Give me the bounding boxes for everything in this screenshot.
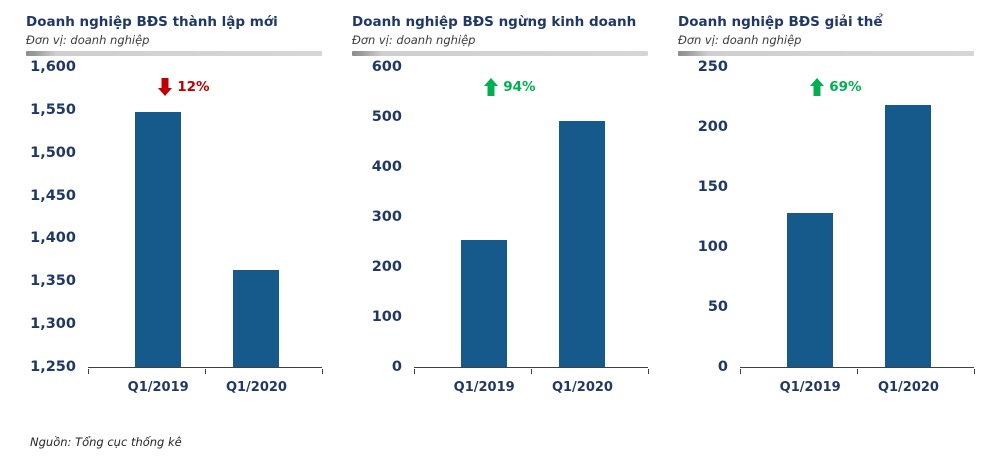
up-arrow-icon <box>810 78 825 96</box>
y-tick-label: 1,300 <box>30 316 76 333</box>
bar-q1-2019 <box>135 111 182 367</box>
plot: 1,600 1,550 1,500 1,450 1,400 1,350 1,300 1,250… <box>26 59 323 402</box>
y-tick-label: 100 <box>697 239 728 255</box>
x-axis-tick <box>322 369 323 374</box>
x-axis-tick <box>740 369 741 374</box>
x-category-label: Q1/2020 <box>877 380 939 395</box>
y-tick-label: 1,550 <box>30 101 76 118</box>
y-tick-label: 1,400 <box>30 230 76 247</box>
x-axis-tick <box>88 369 89 374</box>
charts-row: Doanh nghiệp BĐS thành lập mới Đơn vị: d… <box>26 14 975 402</box>
chart-subtitle: Đơn vị: doanh nghiệp <box>26 33 150 47</box>
y-tick-label: 1,450 <box>30 187 76 204</box>
y-tick-label: 200 <box>371 259 402 275</box>
y-tick-label: 50 <box>707 299 728 315</box>
y-axis: 1,600 1,550 1,500 1,450 1,400 1,350 1,300 1,250 <box>26 59 88 375</box>
change-annotation: 12% <box>158 78 210 96</box>
title-divider <box>352 51 648 56</box>
plot-canvas: 12% Q1/2019 Q1/2020 <box>88 68 323 395</box>
bar-q1-2020 <box>885 105 932 367</box>
chart-title: Doanh nghiệp BĐS thành lập mới <box>26 14 278 30</box>
title-divider <box>26 51 322 56</box>
change-label: 12% <box>177 79 210 95</box>
x-category-label: Q1/2020 <box>551 380 613 395</box>
x-axis-tick <box>531 369 532 374</box>
change-annotation: 94% <box>484 78 536 96</box>
plot: 600 500 400 300 200 100 0 94% Q1/2019 Q1/2020 <box>352 59 649 402</box>
y-tick-label: 250 <box>697 59 728 75</box>
y-tick-label: 500 <box>371 109 402 125</box>
x-axis-tick <box>974 369 975 374</box>
change-annotation: 69% <box>810 78 862 96</box>
chart-title: Doanh nghiệp BĐS giải thể <box>678 14 883 30</box>
y-tick-label: 1,500 <box>30 144 76 161</box>
up-arrow-icon <box>484 78 499 96</box>
y-tick-label: 0 <box>717 359 728 375</box>
chart-subtitle: Đơn vị: doanh nghiệp <box>678 33 802 47</box>
x-axis-tick <box>205 369 206 374</box>
title-divider <box>678 51 974 56</box>
y-axis: 250 200 150 100 50 0 <box>678 59 740 375</box>
change-label: 69% <box>829 79 862 95</box>
y-tick-label: 100 <box>371 309 402 325</box>
chart-dissolved: Doanh nghiệp BĐS giải thể Đơn vị: doanh … <box>678 14 975 402</box>
source-note: Nguồn: Tổng cục thống kê <box>30 435 182 449</box>
x-axis-tick <box>414 369 415 374</box>
bar-q1-2019 <box>461 239 508 367</box>
x-category-label: Q1/2020 <box>225 380 287 395</box>
plot-canvas: 69% Q1/2019 Q1/2020 <box>740 68 975 395</box>
x-axis-tick <box>857 369 858 374</box>
chart-newly-established: Doanh nghiệp BĐS thành lập mới Đơn vị: d… <box>26 14 323 402</box>
chart-title: Doanh nghiệp BĐS ngừng kinh doanh <box>352 14 637 30</box>
plot-canvas: 94% Q1/2019 Q1/2020 <box>414 68 649 395</box>
x-category-label: Q1/2019 <box>453 380 515 395</box>
change-label: 94% <box>503 79 536 95</box>
y-tick-label: 600 <box>371 59 402 75</box>
bar-q1-2020 <box>559 120 606 367</box>
x-category-label: Q1/2019 <box>779 380 841 395</box>
y-axis: 600 500 400 300 200 100 0 <box>352 59 414 375</box>
y-tick-label: 300 <box>371 209 402 225</box>
y-tick-label: 1,350 <box>30 273 76 290</box>
plot: 250 200 150 100 50 0 69% Q1/2019 Q1/2020 <box>678 59 975 402</box>
x-category-label: Q1/2019 <box>127 380 189 395</box>
y-tick-label: 400 <box>371 159 402 175</box>
bar-q1-2020 <box>233 270 280 367</box>
chart-subtitle: Đơn vị: doanh nghiệp <box>352 33 476 47</box>
y-tick-label: 1,250 <box>30 359 76 375</box>
y-tick-label: 200 <box>697 119 728 135</box>
y-tick-label: 1,600 <box>30 59 76 75</box>
bar-q1-2019 <box>787 213 834 367</box>
down-arrow-icon <box>158 78 173 96</box>
x-axis-tick <box>648 369 649 374</box>
y-tick-label: 150 <box>697 179 728 195</box>
chart-ceased-business: Doanh nghiệp BĐS ngừng kinh doanh Đơn vị… <box>352 14 649 402</box>
y-tick-label: 0 <box>391 359 402 375</box>
